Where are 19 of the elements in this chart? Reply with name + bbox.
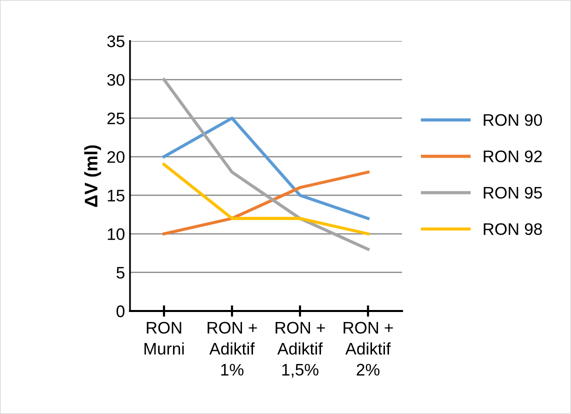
y-tick-label: 25 (107, 112, 124, 124)
y-tick-label: 35 (107, 35, 124, 48)
y-axis-title: ΔV (ml) (84, 145, 102, 207)
y-tick-label: 20 (107, 151, 124, 163)
x-tick-label: RON + Adiktif 2% (344, 322, 393, 376)
y-tick-label: 15 (108, 190, 124, 202)
x-tick-label: RON + Adiktif 1,5% (276, 322, 325, 378)
y-tick-label: 5 (116, 267, 124, 279)
legend-label: RON 92 (484, 150, 542, 162)
line-series (162, 78, 370, 251)
legend-label: RON 98 (484, 223, 542, 236)
y-tick-label: 0 (116, 305, 124, 318)
legend-label: RON 95 (484, 186, 542, 199)
legend-label: RON 90 (484, 114, 542, 126)
x-tick-label: RON + Adiktif 1% (208, 322, 257, 376)
y-tick-label: 30 (107, 74, 124, 86)
y-tick-label: 10 (108, 228, 124, 240)
line-series (162, 116, 370, 220)
x-tick-label: RON Murni (144, 322, 184, 355)
